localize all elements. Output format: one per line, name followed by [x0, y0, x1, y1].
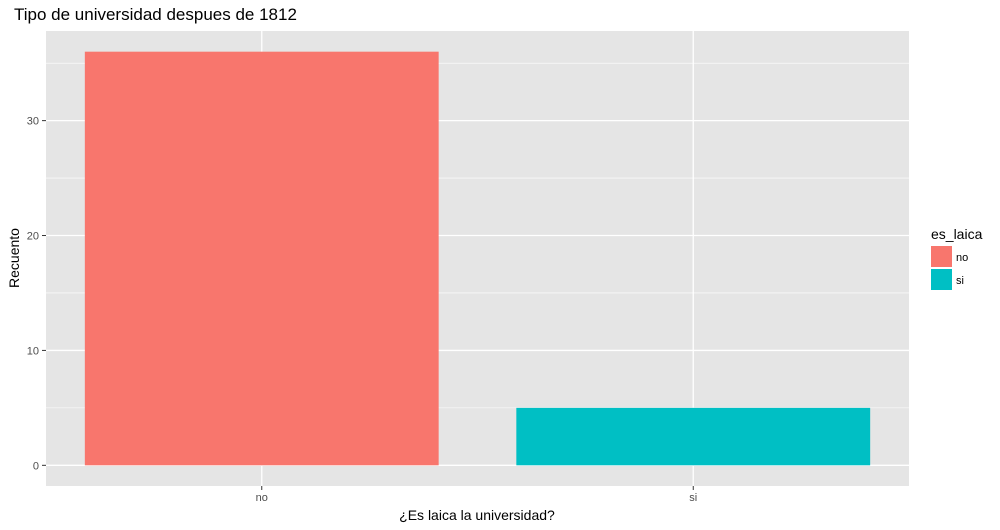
legend-key-no — [931, 246, 952, 267]
y-axis: 0 10 20 30 — [27, 116, 46, 472]
y-tick-label: 20 — [27, 231, 39, 243]
legend: es_laica no si — [931, 226, 983, 290]
bars — [84, 51, 871, 466]
bar-si — [516, 407, 871, 466]
bar-no — [84, 51, 439, 466]
chart-title: Tipo de universidad despues de 1812 — [14, 5, 297, 24]
y-axis-title: Recuento — [6, 228, 22, 288]
x-axis-title: ¿Es laica la universidad? — [399, 507, 555, 523]
y-tick-label: 30 — [27, 116, 39, 128]
legend-label: si — [956, 275, 964, 287]
legend-key-si — [931, 269, 952, 290]
x-tick-label: si — [689, 492, 697, 504]
legend-label: no — [956, 252, 968, 264]
x-axis: no si — [256, 486, 697, 504]
y-tick-label: 10 — [27, 345, 39, 357]
x-tick-label: no — [256, 492, 268, 504]
y-tick-label: 0 — [33, 460, 39, 472]
legend-title: es_laica — [931, 226, 983, 242]
